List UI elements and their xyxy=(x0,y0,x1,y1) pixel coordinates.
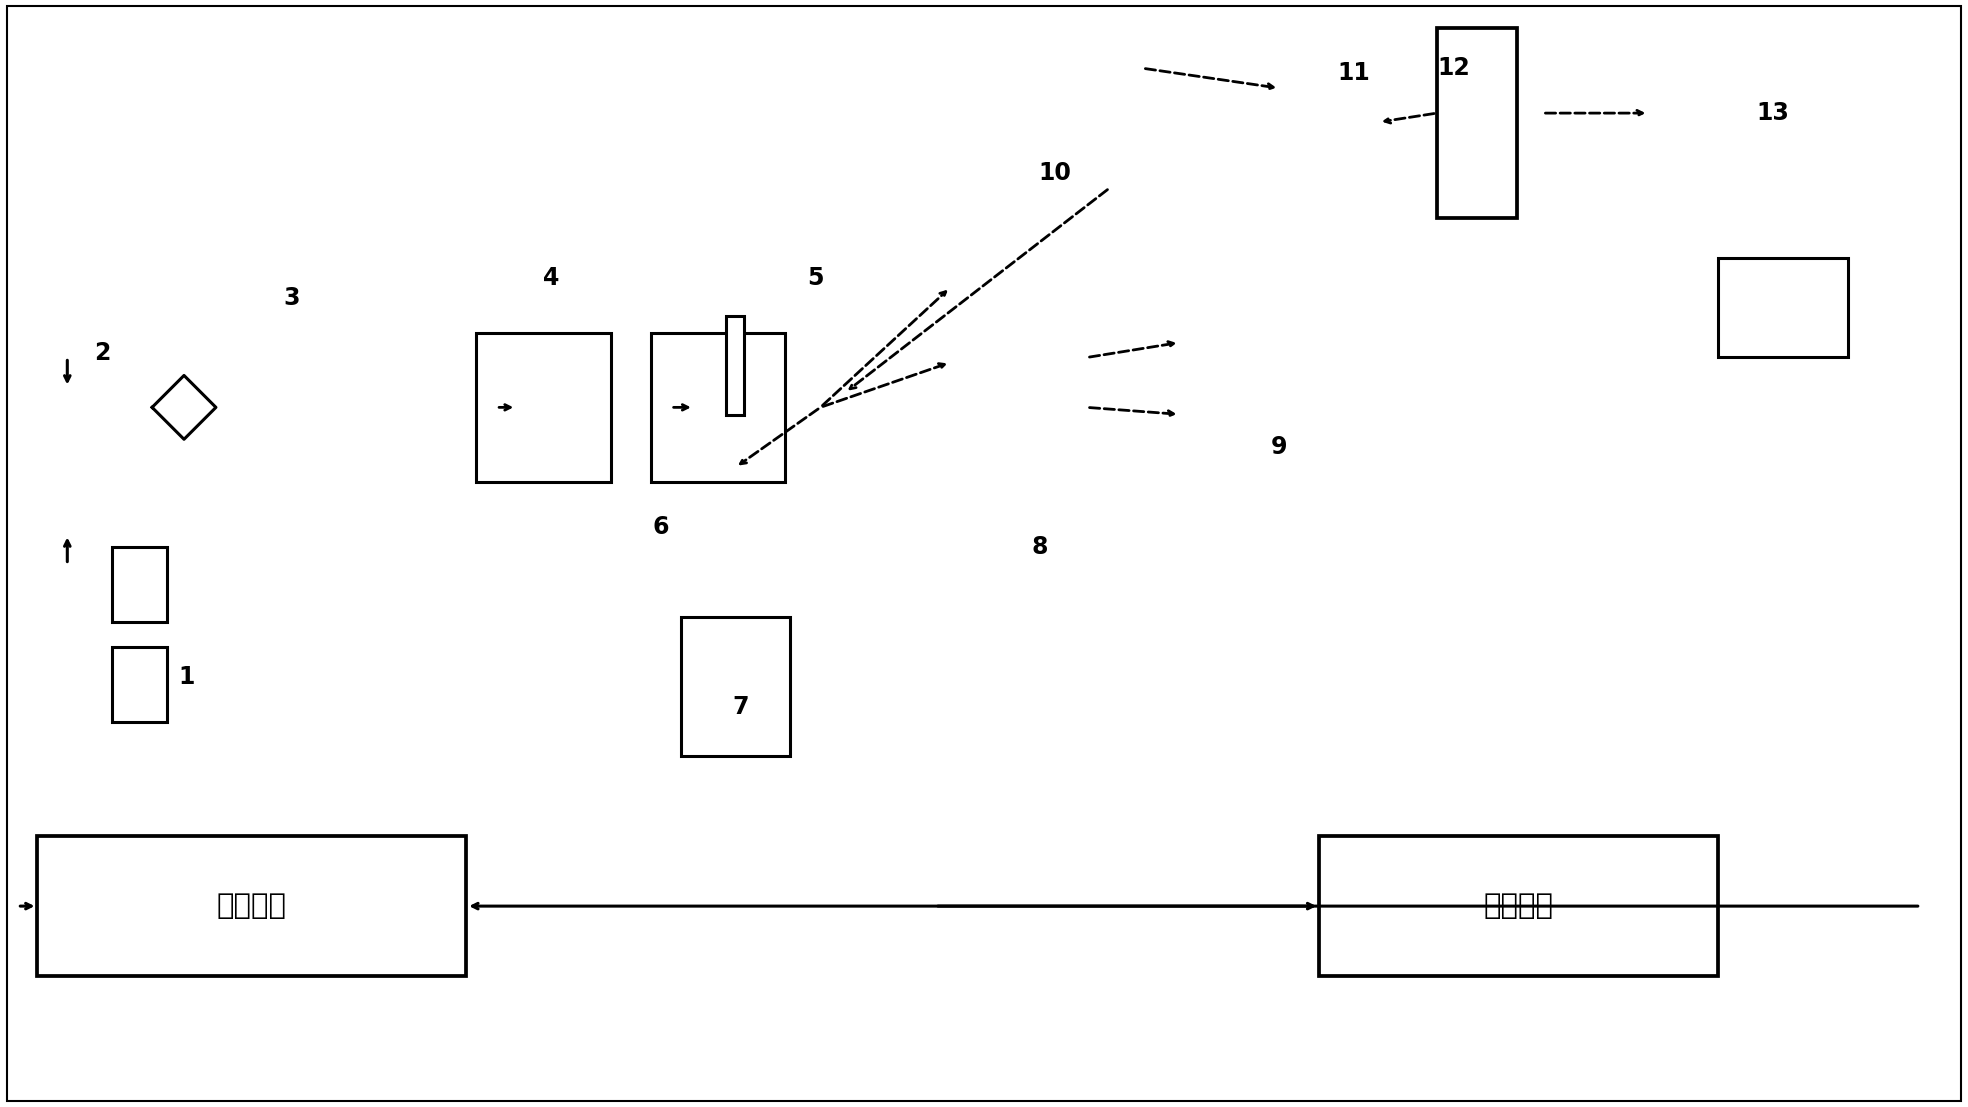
Text: 5: 5 xyxy=(807,266,825,290)
Text: 2: 2 xyxy=(94,341,110,364)
Text: 6: 6 xyxy=(653,515,669,539)
Bar xyxy=(681,617,791,756)
Text: 波前测量: 波前测量 xyxy=(1484,892,1553,920)
Text: 7: 7 xyxy=(732,694,750,718)
Text: 4: 4 xyxy=(543,266,559,290)
Bar xyxy=(112,646,167,722)
Bar xyxy=(37,836,466,976)
Text: 9: 9 xyxy=(1271,435,1287,459)
Text: 11: 11 xyxy=(1338,61,1370,85)
Bar xyxy=(112,547,167,622)
Bar xyxy=(651,332,785,483)
Bar xyxy=(1718,258,1848,358)
Text: 8: 8 xyxy=(1031,535,1049,559)
Text: 13: 13 xyxy=(1757,101,1789,125)
Text: 3: 3 xyxy=(283,286,299,310)
Text: 波前控制: 波前控制 xyxy=(216,892,287,920)
Text: 1: 1 xyxy=(179,664,195,689)
Text: 10: 10 xyxy=(1039,161,1071,185)
Bar xyxy=(1319,836,1718,976)
Text: 12: 12 xyxy=(1437,56,1470,80)
Bar xyxy=(1437,29,1517,218)
Bar xyxy=(476,332,610,483)
Bar xyxy=(726,315,744,415)
